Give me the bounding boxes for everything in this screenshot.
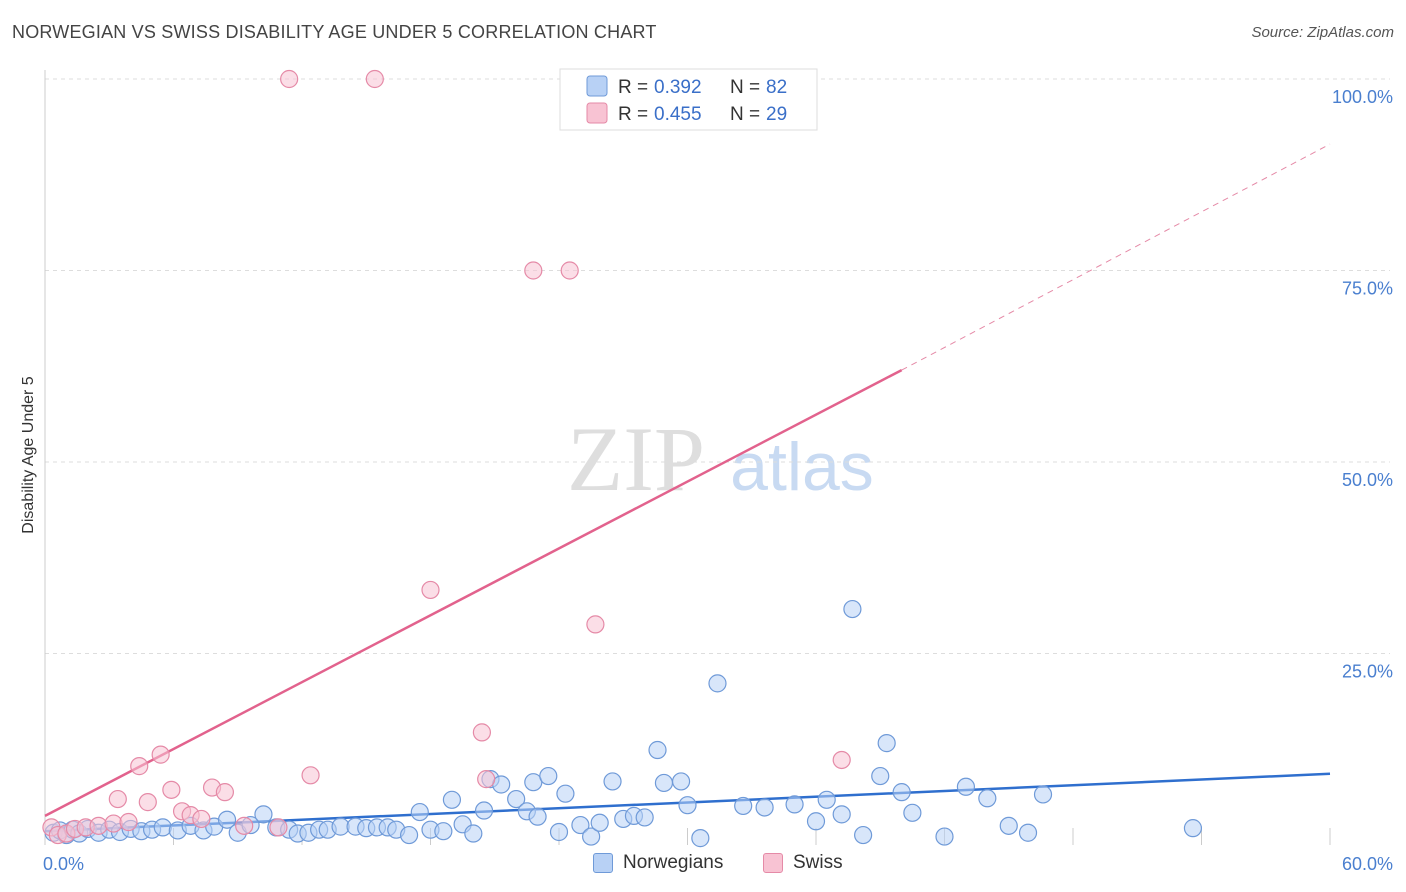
point-norwegians — [903, 803, 922, 822]
point-swiss — [235, 816, 254, 835]
legend-box: R = 0.392 N = 82 R = 0.455 N = 29 — [559, 68, 818, 131]
point-norwegians — [590, 813, 609, 832]
point-swiss — [138, 793, 157, 812]
point-swiss — [477, 770, 496, 789]
point-swiss — [89, 816, 108, 835]
point-swiss — [215, 783, 234, 802]
bottom-legend-label-norwegians: Norwegians — [623, 852, 724, 873]
point-norwegians — [654, 773, 674, 793]
chart-title: NORWEGIAN VS SWISS DISABILITY AGE UNDER … — [12, 22, 657, 42]
point-norwegians — [755, 798, 774, 817]
legend-n-value-swiss: 29 — [766, 104, 787, 125]
legend-swatch-norwegians — [586, 75, 608, 97]
scatter-points — [42, 69, 1203, 848]
bottom-legend-swiss: Swiss — [763, 852, 843, 874]
legend-n-label-norwegians: N = — [730, 77, 760, 98]
y-tick-label: 100.0% — [1332, 87, 1393, 107]
point-swiss — [119, 812, 138, 832]
point-norwegians — [691, 829, 710, 848]
point-norwegians — [410, 802, 429, 822]
point-swiss — [365, 69, 384, 89]
point-norwegians — [399, 825, 419, 845]
point-norwegians — [671, 772, 691, 791]
bottom-legend-swatch-swiss — [763, 853, 783, 873]
point-norwegians — [708, 674, 727, 693]
point-swiss — [130, 757, 149, 776]
point-norwegians — [877, 734, 896, 753]
point-norwegians — [871, 766, 890, 786]
point-swiss — [586, 615, 605, 634]
point-norwegians — [582, 827, 601, 846]
point-norwegians — [1183, 819, 1203, 838]
point-norwegians — [442, 790, 462, 809]
legend-r-value-swiss: 0.455 — [654, 104, 702, 125]
point-swiss — [108, 789, 127, 809]
legend-n-label-swiss: N = — [730, 104, 760, 125]
y-tick-label: 75.0% — [1342, 279, 1393, 299]
trendline-extension-swiss — [901, 143, 1331, 371]
bottom-legend-swatch-norwegians — [593, 853, 613, 873]
point-swiss — [162, 780, 181, 799]
point-norwegians — [549, 822, 569, 842]
point-norwegians — [832, 805, 851, 824]
point-swiss — [269, 818, 288, 837]
point-norwegians — [854, 825, 873, 845]
x-tick-label: 0.0% — [43, 854, 84, 874]
trendline-swiss — [44, 368, 903, 818]
point-norwegians — [648, 740, 667, 760]
point-swiss — [192, 809, 211, 829]
point-norwegians — [474, 801, 494, 820]
point-swiss — [301, 766, 320, 785]
legend-r-label-swiss: R = — [618, 104, 648, 125]
point-norwegians — [978, 789, 997, 808]
bottom-legend-norwegians: Norwegians — [593, 852, 723, 874]
point-norwegians — [935, 827, 954, 846]
point-norwegians — [817, 790, 836, 809]
point-norwegians — [635, 808, 654, 827]
bottom-legend-label-swiss: Swiss — [793, 852, 843, 873]
point-norwegians — [556, 784, 575, 803]
point-swiss — [421, 580, 440, 600]
point-norwegians — [217, 810, 237, 829]
y-tick-label: 25.0% — [1342, 662, 1393, 682]
chart-source: Source: ZipAtlas.com — [1251, 24, 1394, 41]
point-norwegians — [539, 766, 558, 786]
point-swiss — [472, 723, 491, 742]
point-norwegians — [603, 772, 622, 791]
point-norwegians — [806, 812, 826, 831]
axis-ticks: 25.0% 50.0% 75.0% 100.0% 0.0% 60.0% — [43, 87, 1393, 874]
point-norwegians — [1018, 823, 1038, 842]
point-norwegians — [507, 789, 526, 809]
point-norwegians — [999, 816, 1018, 835]
point-norwegians — [956, 777, 976, 796]
point-swiss — [832, 750, 851, 770]
watermark-zip: ZIP — [567, 408, 705, 510]
point-norwegians — [843, 599, 862, 619]
point-norwegians — [678, 796, 697, 815]
point-norwegians — [153, 818, 172, 837]
point-norwegians — [528, 807, 547, 826]
gridlines — [45, 78, 1390, 845]
point-norwegians — [734, 796, 753, 816]
legend-n-value-norwegians: 82 — [766, 77, 787, 98]
watermark-atlas: atlas — [730, 429, 874, 505]
point-norwegians — [785, 795, 804, 814]
point-swiss — [151, 745, 170, 764]
point-norwegians — [892, 783, 911, 802]
point-swiss — [524, 261, 543, 280]
point-swiss — [280, 69, 299, 89]
legend-r-value-norwegians: 0.392 — [654, 77, 702, 98]
y-tick-label: 50.0% — [1342, 470, 1393, 490]
legend-r-label-norwegians: R = — [618, 77, 648, 98]
legend-swatch-swiss — [586, 102, 608, 124]
point-norwegians — [1033, 785, 1053, 804]
point-norwegians — [571, 815, 590, 835]
point-swiss — [104, 814, 123, 833]
point-norwegians — [464, 824, 483, 843]
point-swiss — [560, 261, 579, 280]
point-norwegians — [434, 822, 453, 841]
x-tick-label: 60.0% — [1342, 854, 1393, 874]
point-norwegians — [254, 805, 273, 824]
